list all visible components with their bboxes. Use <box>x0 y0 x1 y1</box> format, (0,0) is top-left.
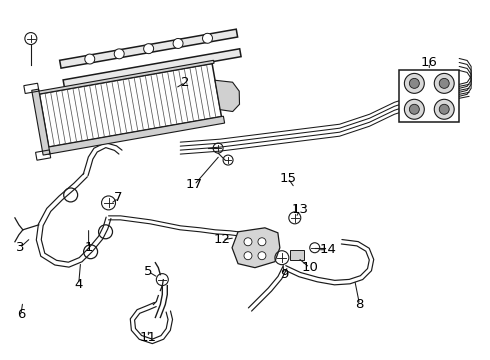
Text: 15: 15 <box>279 171 296 185</box>
Text: 3: 3 <box>16 241 24 254</box>
Circle shape <box>144 44 154 54</box>
Text: 11: 11 <box>140 331 157 344</box>
Circle shape <box>114 49 124 59</box>
Bar <box>399 71 459 122</box>
Circle shape <box>439 78 449 88</box>
Text: 6: 6 <box>17 308 25 321</box>
Circle shape <box>404 73 424 93</box>
Circle shape <box>409 78 419 88</box>
Circle shape <box>258 238 266 246</box>
Polygon shape <box>215 80 240 112</box>
Text: 12: 12 <box>214 233 231 246</box>
Polygon shape <box>60 29 238 68</box>
Circle shape <box>439 104 449 114</box>
Text: 17: 17 <box>186 179 203 192</box>
Circle shape <box>404 99 424 119</box>
Circle shape <box>258 252 266 260</box>
Text: 10: 10 <box>301 261 318 274</box>
Text: 7: 7 <box>114 192 122 204</box>
Text: 8: 8 <box>355 298 364 311</box>
Circle shape <box>173 39 183 49</box>
Text: 2: 2 <box>181 76 190 89</box>
Circle shape <box>202 33 213 43</box>
Polygon shape <box>63 49 241 88</box>
Text: 14: 14 <box>319 243 336 256</box>
Circle shape <box>244 238 252 246</box>
Circle shape <box>434 99 454 119</box>
Text: 9: 9 <box>280 268 288 281</box>
Circle shape <box>85 54 95 64</box>
Polygon shape <box>39 64 221 147</box>
Polygon shape <box>32 89 50 155</box>
Text: 4: 4 <box>74 278 83 291</box>
Polygon shape <box>47 116 224 154</box>
Circle shape <box>409 104 419 114</box>
Circle shape <box>434 73 454 93</box>
Circle shape <box>244 252 252 260</box>
Text: 5: 5 <box>144 265 152 278</box>
Text: 16: 16 <box>421 56 438 69</box>
Text: 13: 13 <box>291 203 308 216</box>
Bar <box>290 250 304 260</box>
Text: 1: 1 <box>84 241 93 254</box>
Polygon shape <box>232 228 280 268</box>
Polygon shape <box>37 60 214 94</box>
